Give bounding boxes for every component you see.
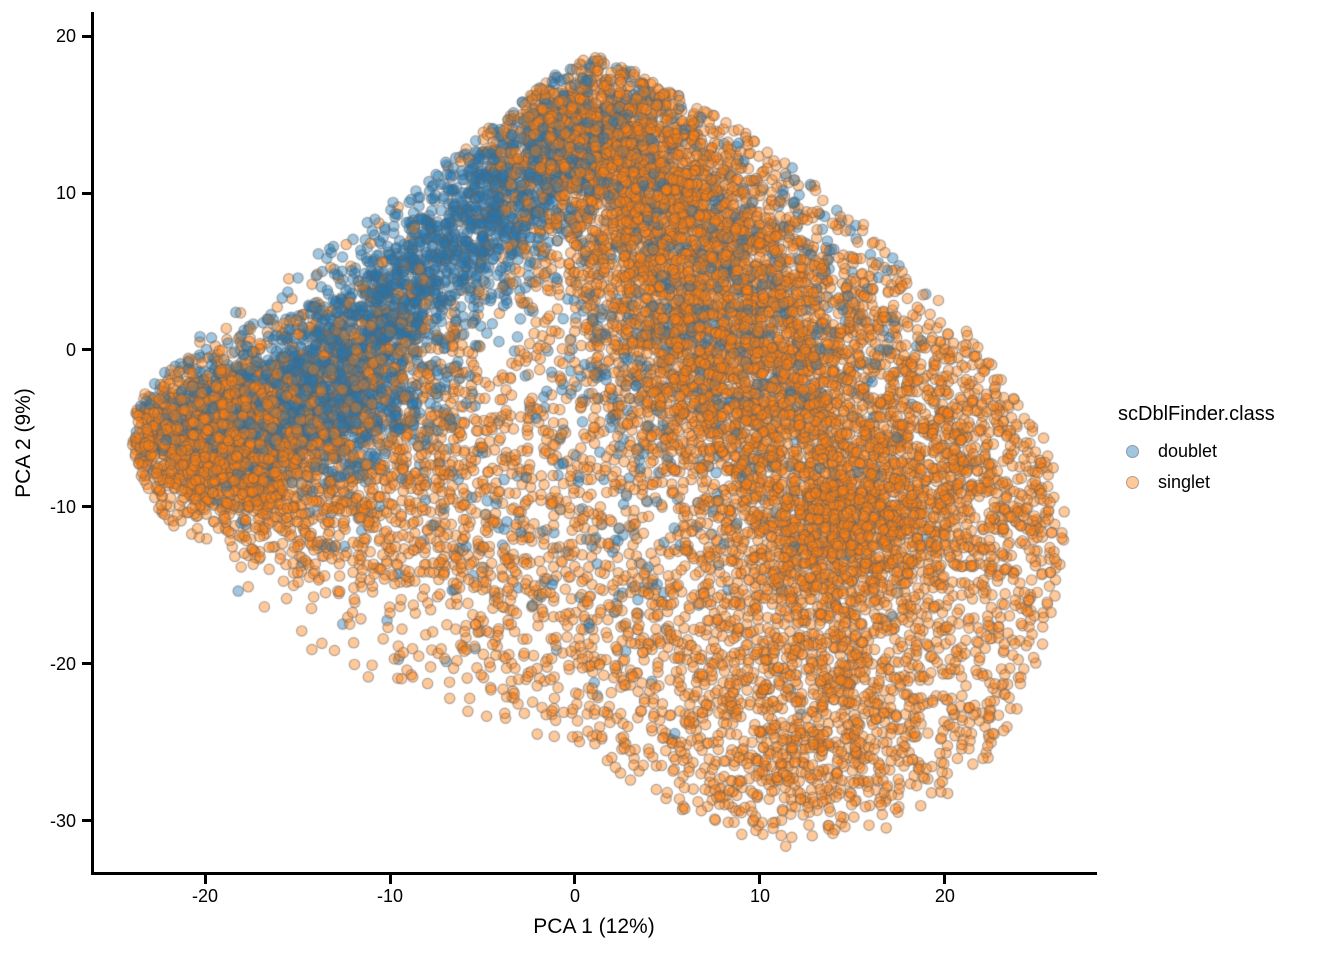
x-tick-mark — [573, 875, 577, 884]
x-axis-title: PCA 1 (12%) — [533, 915, 655, 938]
legend-title: scDblFinder.class — [1118, 403, 1275, 425]
doublet-swatch-icon — [1126, 445, 1139, 458]
y-tick-mark — [82, 191, 91, 195]
y-tick-mark — [82, 505, 91, 509]
x-tick-mark — [943, 875, 947, 884]
y-tick-label: -20 — [49, 653, 76, 674]
y-axis-line — [91, 12, 94, 875]
legend-item-doublet: doublet — [1118, 436, 1275, 467]
x-tick-label: -20 — [192, 886, 219, 906]
x-tick-mark — [203, 875, 207, 884]
legend-label-doublet: doublet — [1158, 441, 1218, 461]
y-axis-title: PCA 2 (9%) — [12, 388, 35, 498]
x-axis-line — [91, 872, 1097, 875]
y-tick-label: 0 — [65, 339, 76, 360]
singlet-swatch-icon — [1126, 476, 1139, 489]
y-tick-label: 20 — [55, 26, 76, 47]
y-tick-mark — [82, 34, 91, 38]
y-tick-label: -10 — [49, 496, 76, 517]
legend-label-singlet: singlet — [1158, 472, 1211, 492]
x-tick-label: 20 — [934, 886, 955, 906]
y-tick-mark — [82, 662, 91, 666]
x-tick-label: 0 — [569, 886, 580, 906]
legend: scDblFinder.class doublet singlet — [1118, 402, 1275, 498]
x-tick-mark — [388, 875, 392, 884]
y-tick-mark — [82, 348, 91, 352]
x-tick-mark — [758, 875, 762, 884]
legend-item-singlet: singlet — [1118, 467, 1275, 498]
x-tick-label: -10 — [376, 886, 404, 906]
y-tick-mark — [82, 819, 91, 823]
x-tick-label: 10 — [749, 886, 770, 906]
y-tick-label: 10 — [55, 183, 76, 203]
y-tick-label: -30 — [49, 810, 76, 831]
